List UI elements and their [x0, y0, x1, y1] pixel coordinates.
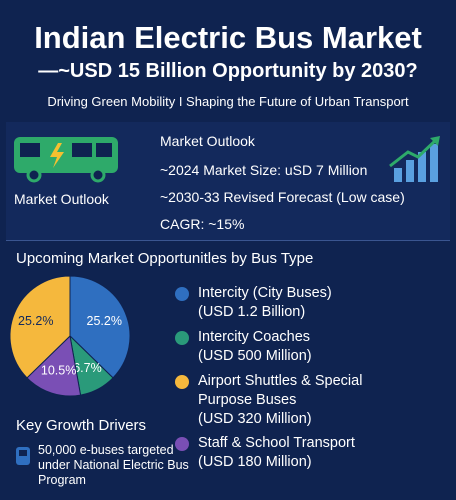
slice-label: 25.2% — [18, 314, 53, 328]
legend-item: Staff & School Transport (USD 180 Million… — [198, 434, 398, 472]
growth-icon — [389, 136, 440, 182]
legend-dot — [175, 437, 189, 451]
tagline: Driving Green Mobility I Shaping the Fut… — [47, 94, 409, 109]
legend-detail: (USD 500 Million) — [198, 348, 312, 364]
legend-dot — [175, 287, 189, 301]
title: Indian Electric Bus Market — [34, 20, 422, 55]
legend-name: Airport Shuttles & Special Purpose Buses — [198, 373, 363, 408]
legend-swatch — [175, 287, 189, 301]
subtitle: —~USD 15 Billion Opportunity by 2030? — [38, 60, 418, 82]
outlook-item: ~2024 Market Size: uSD 7 Million — [160, 162, 368, 178]
bus-icon — [14, 137, 118, 183]
icon-label: Market Outlook — [14, 191, 109, 207]
legend-swatch — [175, 375, 189, 389]
legend-dot — [175, 331, 189, 345]
legend-dot — [175, 375, 189, 389]
legend-item: Airport Shuttles & Special Purpose Buses… — [198, 372, 398, 429]
driver-icon — [16, 447, 30, 465]
outlook-item: CAGR: ~15% — [160, 216, 245, 232]
legend-name: Intercity (City Buses) — [198, 285, 332, 301]
pie-slice — [9, 275, 71, 379]
legend-swatch — [175, 331, 189, 345]
legend-detail: (USD 180 Million) — [198, 454, 312, 470]
legend-item: Intercity (City Buses) (USD 1.2 Billion) — [198, 284, 398, 322]
chart-title: Upcoming Market Opportunitles by Bus Typ… — [16, 250, 314, 267]
slice-label: 6.7% — [73, 361, 102, 375]
slice-label: 25.2% — [87, 314, 122, 328]
legend-name: Staff & School Transport — [198, 435, 355, 451]
pie-slice — [69, 275, 131, 379]
slice-label: 10.5% — [41, 364, 76, 378]
drivers-heading: Key Growth Drivers — [16, 417, 147, 434]
legend-item: Intercity Coaches (USD 500 Million) — [198, 328, 398, 366]
legend-name: Intercity Coaches — [198, 329, 311, 345]
legend-detail: (USD 320 Million) — [198, 411, 312, 427]
legend-swatch — [175, 437, 189, 451]
pie-slice — [26, 334, 82, 397]
outlook-heading: Market Outlook — [160, 133, 255, 149]
legend-detail: (USD 1.2 Billion) — [198, 304, 306, 320]
outlook-item: ~2030-33 Revised Forecast (Low case) — [160, 189, 405, 205]
pie: 25.2% 6.7%10.5% 25.2% — [9, 275, 131, 397]
driver-item: 50,000 e-buses targeted under National E… — [38, 443, 189, 487]
